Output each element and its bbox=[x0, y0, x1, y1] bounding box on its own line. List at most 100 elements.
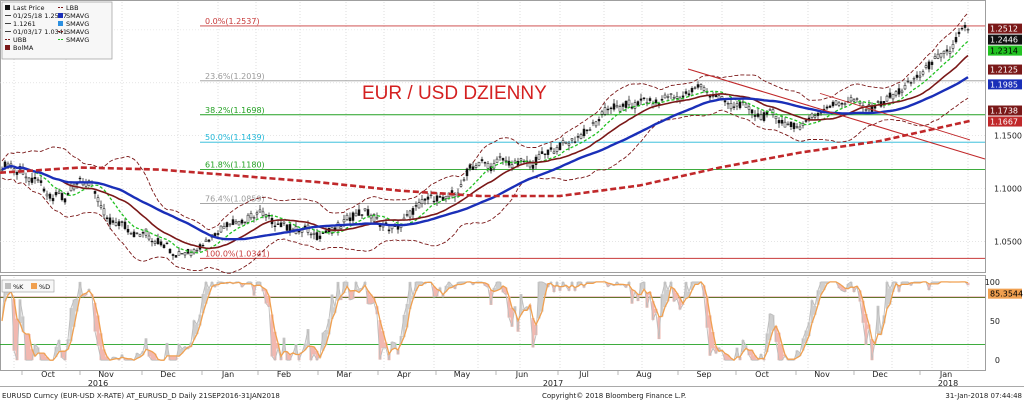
candle-body bbox=[570, 138, 574, 141]
candle-body bbox=[777, 120, 781, 124]
candle-body bbox=[903, 85, 907, 90]
smavg-10-line bbox=[1, 40, 969, 254]
footer-instrument: EURUSD Curncy (EUR-USD X-RATE) AT_EURUSD… bbox=[2, 392, 280, 400]
fib-level-label: 23.6%(1.2019) bbox=[205, 72, 265, 81]
candle-body bbox=[366, 209, 370, 216]
candle-body bbox=[345, 214, 349, 220]
candle-body bbox=[648, 98, 652, 101]
candle-body bbox=[507, 160, 511, 166]
candle-body bbox=[723, 100, 727, 103]
candle-body bbox=[429, 194, 433, 197]
candle-body bbox=[462, 179, 466, 181]
candle-body bbox=[465, 168, 469, 177]
bollinger-bands bbox=[1, 12, 969, 274]
lower-bollinger-band bbox=[1, 97, 969, 274]
candle-body bbox=[792, 122, 796, 130]
candle-body bbox=[411, 208, 415, 215]
candle-body bbox=[684, 91, 688, 94]
candle-body bbox=[249, 213, 253, 219]
candle-body bbox=[783, 121, 787, 128]
price-label-box bbox=[988, 64, 1022, 75]
candle-body bbox=[486, 163, 490, 169]
footer-timestamp: 31-Jan-2018 07:44:48 bbox=[945, 392, 1022, 400]
legend-label: SMAVG bbox=[66, 36, 89, 44]
candle-body bbox=[129, 233, 133, 235]
candle-body bbox=[183, 252, 187, 256]
candle-body bbox=[174, 255, 178, 258]
fib-level-label: 61.8%(1.1180) bbox=[205, 161, 265, 170]
candle-body bbox=[921, 71, 925, 75]
oscillator-y-tick-label: 50 bbox=[990, 317, 1000, 326]
candle-body bbox=[633, 102, 637, 109]
candle-body bbox=[3, 161, 7, 168]
candle-body bbox=[618, 106, 622, 112]
candle-body bbox=[282, 221, 286, 224]
candle-body bbox=[780, 119, 784, 124]
candle-body bbox=[54, 192, 58, 196]
candle-body bbox=[696, 84, 700, 88]
candle-body bbox=[810, 113, 814, 118]
candle-body bbox=[627, 99, 631, 106]
candle-body bbox=[855, 98, 859, 100]
x-year-label: 2018 bbox=[938, 379, 958, 388]
x-tick-label: Jan bbox=[939, 370, 952, 379]
candle-body bbox=[954, 37, 958, 43]
candle-body bbox=[894, 91, 898, 96]
candle-body bbox=[216, 233, 220, 235]
candle-body bbox=[354, 212, 358, 217]
candle-body bbox=[639, 98, 643, 101]
candle-body bbox=[951, 44, 955, 49]
candle-body bbox=[636, 101, 640, 106]
candle-body bbox=[600, 111, 604, 115]
y-tick-label: 1.0500 bbox=[994, 238, 1022, 247]
candle-body bbox=[687, 93, 691, 96]
candle-body bbox=[171, 254, 175, 256]
x-tick-label: Dec bbox=[872, 370, 887, 379]
legend-label: SMAVG bbox=[66, 20, 89, 28]
upper-bollinger-band bbox=[1, 12, 969, 231]
candle-body bbox=[573, 141, 577, 143]
candle-body bbox=[924, 65, 928, 68]
candle-body bbox=[24, 176, 28, 179]
candle-body bbox=[372, 214, 376, 222]
candle-body bbox=[756, 113, 760, 117]
candle-body bbox=[933, 56, 937, 59]
candle-body bbox=[726, 102, 730, 105]
x-year-label: 2016 bbox=[88, 379, 108, 388]
candle-body bbox=[798, 126, 802, 130]
x-tick-label: Nov bbox=[98, 370, 114, 379]
candle-body bbox=[273, 225, 277, 227]
candle-body bbox=[42, 188, 46, 192]
candle-body bbox=[414, 205, 418, 207]
candle-body bbox=[204, 239, 208, 242]
candle-body bbox=[444, 195, 448, 199]
candle-body bbox=[930, 61, 934, 65]
candle-body bbox=[111, 220, 115, 223]
trend-lines bbox=[687, 68, 986, 160]
candle-body bbox=[750, 109, 754, 114]
candle-body bbox=[63, 198, 67, 203]
candle-body bbox=[654, 99, 658, 104]
candle-body bbox=[960, 28, 964, 30]
candle-body bbox=[546, 149, 550, 155]
candle-body bbox=[279, 222, 283, 228]
candle-body bbox=[240, 219, 244, 224]
candle-body bbox=[936, 53, 940, 59]
legend-label: 1.1261 bbox=[13, 20, 36, 28]
price-label-text: 1.2446 bbox=[990, 36, 1018, 45]
candle-body bbox=[774, 115, 778, 120]
candle-body bbox=[603, 107, 607, 115]
candle-body bbox=[945, 49, 949, 52]
candle-body bbox=[519, 158, 523, 161]
stochastic-d-line bbox=[1, 280, 969, 362]
smavg-200-line bbox=[0, 119, 971, 198]
candle-body bbox=[222, 225, 226, 229]
candle-body bbox=[789, 121, 793, 128]
candle-body bbox=[243, 221, 247, 224]
candle-body bbox=[495, 158, 499, 163]
x-tick-label: Jun bbox=[515, 370, 529, 379]
candle-body bbox=[78, 177, 82, 180]
candle-body bbox=[219, 225, 223, 233]
candle-body bbox=[717, 95, 721, 99]
candle-body bbox=[567, 143, 571, 146]
